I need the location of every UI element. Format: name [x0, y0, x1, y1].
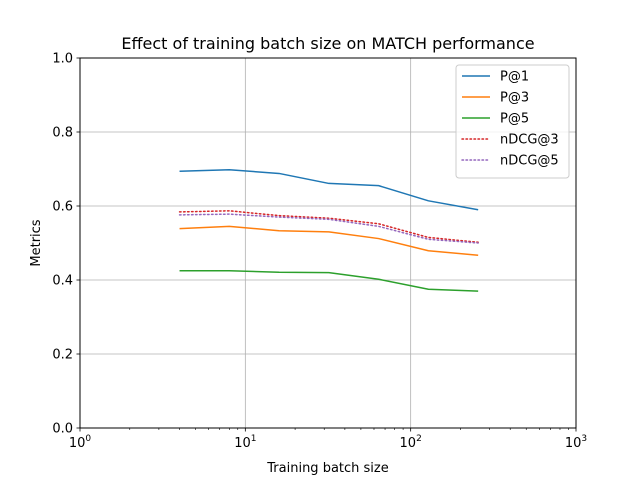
y-tick-label: 0.8 — [52, 126, 73, 141]
y-tick-label: 0.2 — [52, 348, 73, 363]
y-tick-label: 0.6 — [52, 200, 73, 215]
legend-box — [455, 64, 570, 179]
x-tick-label: 102 — [400, 434, 422, 451]
x-tick-label: 103 — [565, 434, 587, 451]
series-line-ndcg-3 — [178, 210, 479, 244]
y-axis: 0.0 0.2 0.4 0.6 0.8 1.0 — [52, 52, 80, 437]
series-lines — [178, 168, 479, 292]
legend-label: P@3 — [500, 91, 529, 106]
x-axis-title: Training batch size — [266, 461, 388, 476]
legend-label: P@1 — [500, 70, 529, 85]
legend-label: nDCG@3 — [500, 133, 559, 148]
x-tick-label: 101 — [234, 434, 256, 451]
series-line-p-1 — [179, 168, 479, 211]
y-tick-label: 0.4 — [52, 274, 73, 289]
y-axis-title: Metrics — [29, 219, 44, 266]
legend-label: nDCG@5 — [500, 154, 559, 169]
legend-label: P@5 — [500, 112, 529, 127]
y-tick-label: 1.0 — [52, 52, 73, 67]
series-line-p-5 — [179, 270, 479, 292]
plot-frame — [79, 57, 577, 429]
chart-title: Effect of training batch size on MATCH p… — [121, 34, 534, 53]
y-tick-label: 0.0 — [52, 422, 73, 437]
x-tick-label: 100 — [69, 434, 92, 451]
legend: P@1 P@3 P@5 nDCG@3 nDCG@5 — [455, 64, 570, 179]
series-line-ndcg-5 — [178, 213, 479, 244]
x-axis: 100 101 102 103 — [69, 428, 587, 451]
series-line-p-3 — [179, 225, 479, 256]
